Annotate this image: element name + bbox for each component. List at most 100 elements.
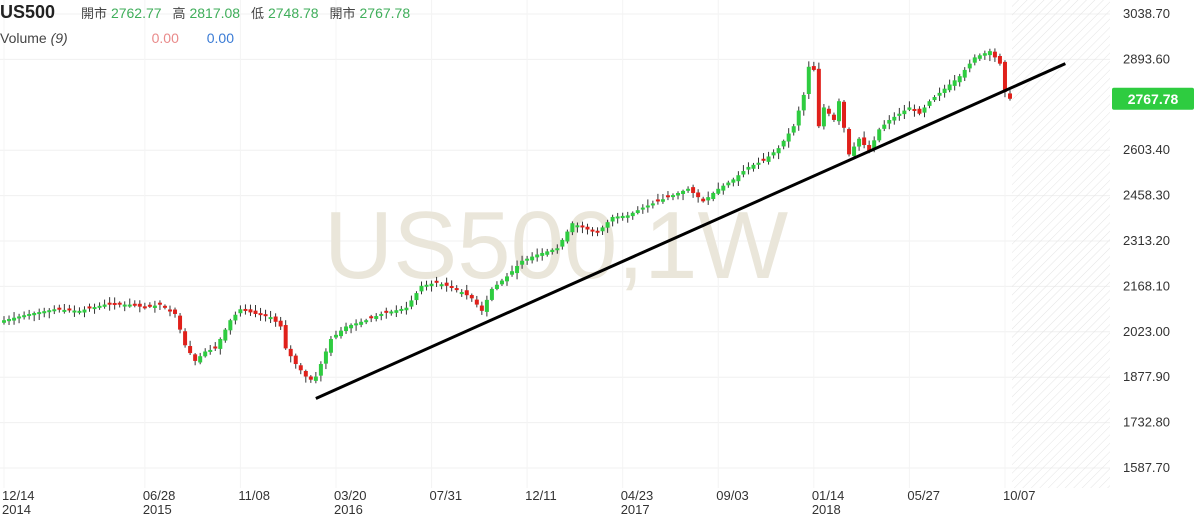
volume-value-a: 0.00 bbox=[151, 30, 179, 46]
candle bbox=[670, 195, 675, 198]
candle bbox=[339, 330, 344, 337]
candle bbox=[580, 225, 585, 228]
x-tick-year: 2015 bbox=[143, 502, 172, 517]
candle bbox=[781, 140, 786, 147]
candle bbox=[811, 66, 816, 70]
candle bbox=[303, 370, 308, 377]
x-tick-label: 05/27 bbox=[907, 488, 940, 503]
candle bbox=[736, 175, 741, 182]
candle bbox=[374, 316, 379, 319]
candle bbox=[857, 138, 862, 147]
candle bbox=[877, 129, 882, 141]
y-tick-label: 2313.20 bbox=[1123, 233, 1170, 248]
candle bbox=[605, 222, 610, 228]
candle bbox=[178, 315, 183, 330]
candle bbox=[847, 129, 852, 155]
candle bbox=[414, 293, 419, 301]
candle bbox=[469, 295, 474, 299]
candle bbox=[102, 304, 107, 307]
candle bbox=[72, 310, 77, 313]
candle bbox=[97, 305, 102, 308]
y-tick-label: 2023.00 bbox=[1123, 324, 1170, 339]
candle bbox=[530, 256, 535, 261]
candle bbox=[716, 188, 721, 194]
candle bbox=[434, 280, 439, 283]
x-tick-label: 03/20 bbox=[334, 488, 367, 503]
candle bbox=[897, 113, 902, 116]
candle bbox=[585, 226, 590, 230]
candle bbox=[927, 101, 932, 106]
candle bbox=[575, 225, 580, 228]
candle bbox=[162, 305, 167, 308]
candle bbox=[992, 51, 997, 58]
candle bbox=[27, 313, 32, 316]
last-price-tag-bg bbox=[1112, 87, 1194, 110]
grid bbox=[0, 0, 1110, 488]
candle bbox=[77, 310, 82, 313]
trendline[interactable] bbox=[315, 62, 1066, 400]
candle bbox=[1008, 93, 1012, 99]
candle bbox=[243, 308, 248, 311]
candle bbox=[831, 114, 836, 120]
candle bbox=[505, 276, 509, 282]
candle bbox=[545, 251, 550, 255]
candle bbox=[47, 310, 52, 313]
candle bbox=[429, 283, 434, 287]
candle bbox=[248, 309, 253, 313]
candle bbox=[318, 364, 323, 376]
candle bbox=[394, 310, 399, 313]
x-tick-label: 07/31 bbox=[430, 488, 463, 503]
candle bbox=[525, 258, 530, 261]
watermark: US500,1W bbox=[324, 192, 789, 299]
candle bbox=[298, 365, 303, 371]
candle bbox=[706, 197, 711, 201]
candle bbox=[238, 309, 243, 314]
candle bbox=[484, 299, 489, 312]
candle bbox=[7, 318, 12, 322]
candle bbox=[650, 203, 655, 206]
candle bbox=[872, 140, 877, 150]
candle bbox=[183, 331, 188, 346]
candle bbox=[570, 223, 575, 233]
candle bbox=[776, 148, 781, 154]
candle bbox=[499, 280, 504, 285]
candle bbox=[741, 171, 746, 175]
candle bbox=[535, 254, 540, 258]
candle bbox=[2, 320, 6, 323]
candle bbox=[107, 302, 112, 305]
candle bbox=[313, 376, 318, 381]
candle bbox=[122, 304, 127, 307]
candle bbox=[424, 284, 429, 287]
candle bbox=[152, 305, 157, 308]
candle bbox=[454, 288, 459, 291]
candle bbox=[771, 152, 776, 156]
candle bbox=[967, 63, 972, 69]
candle bbox=[942, 88, 947, 93]
candle bbox=[937, 92, 942, 96]
open-value: 2762.77 bbox=[110, 5, 162, 21]
candle bbox=[600, 227, 605, 232]
candle bbox=[655, 199, 660, 202]
candle bbox=[912, 108, 917, 111]
close-value: 2767.78 bbox=[359, 5, 411, 21]
candle bbox=[862, 137, 867, 146]
candle bbox=[882, 124, 887, 129]
volume-period: (9) bbox=[50, 30, 68, 46]
candle bbox=[922, 107, 927, 113]
candle bbox=[595, 230, 600, 233]
candle bbox=[459, 292, 464, 295]
x-tick-label: 04/23 bbox=[621, 488, 654, 503]
candle bbox=[977, 55, 982, 59]
candle bbox=[540, 252, 545, 256]
candle bbox=[982, 53, 987, 56]
candle bbox=[278, 320, 283, 327]
candle bbox=[1002, 61, 1007, 92]
candle bbox=[902, 110, 907, 115]
candle bbox=[691, 187, 696, 193]
candle bbox=[404, 307, 409, 311]
candle bbox=[786, 133, 791, 142]
candle bbox=[62, 309, 67, 312]
candle bbox=[273, 316, 278, 322]
